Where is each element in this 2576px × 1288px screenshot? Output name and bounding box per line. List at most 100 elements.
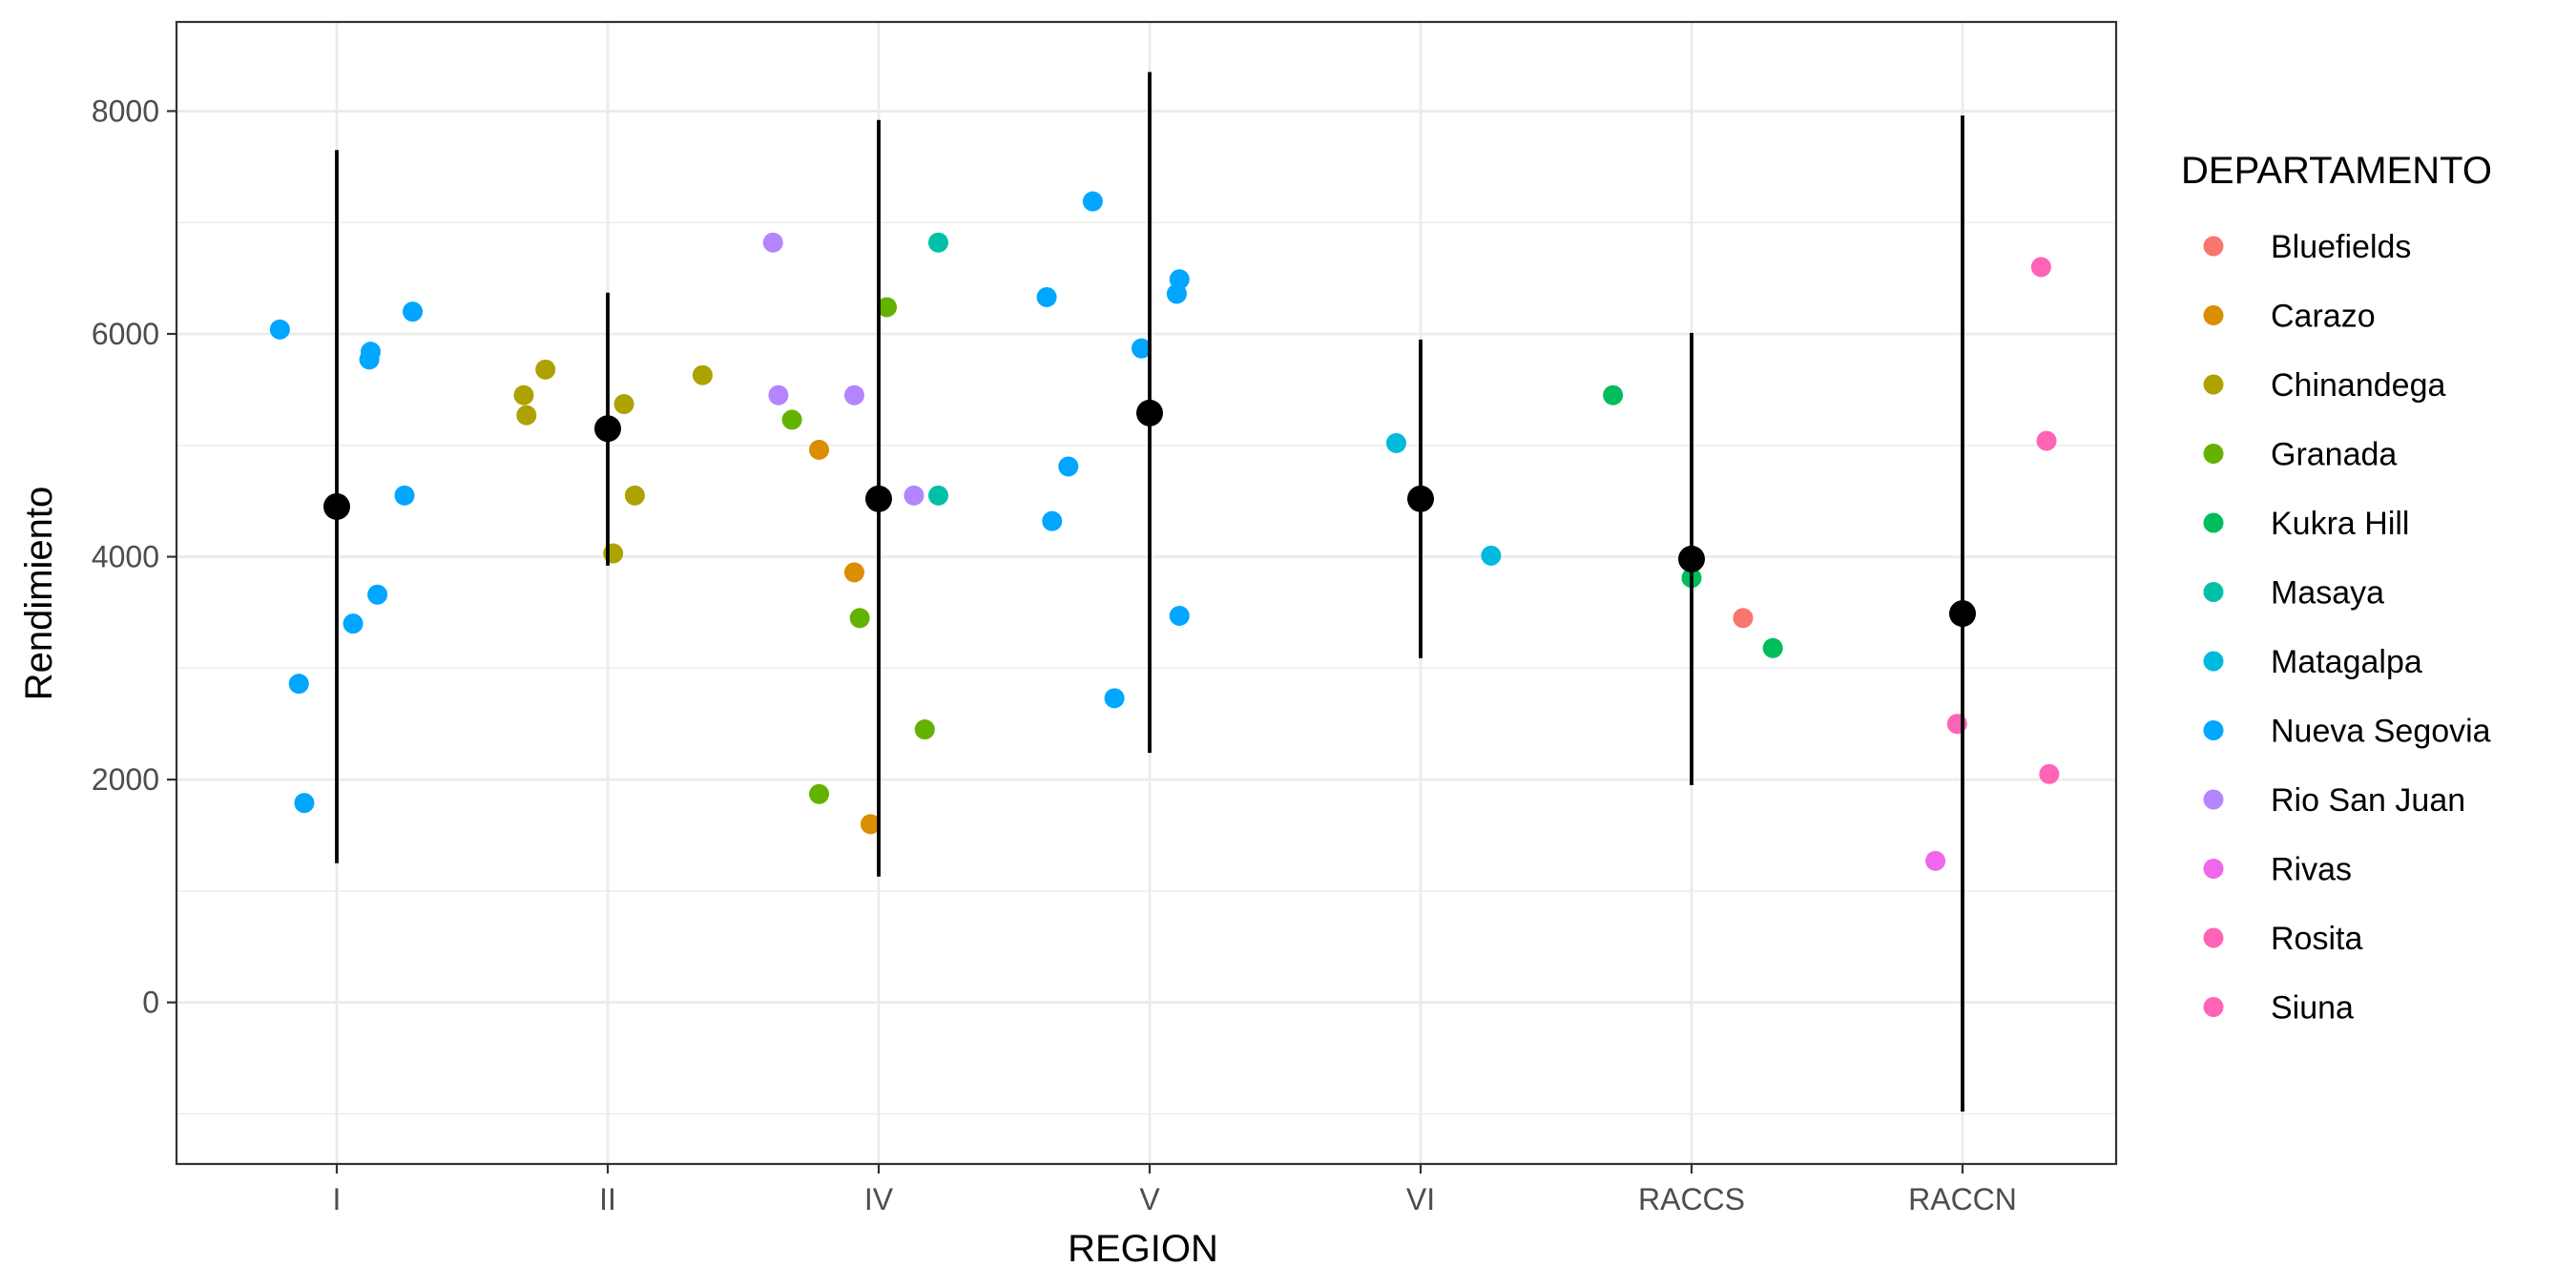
x-tick-label: VI <box>1406 1182 1435 1216</box>
data-point <box>762 232 783 253</box>
plot-panel <box>177 22 2116 1164</box>
data-point <box>367 584 388 605</box>
mean-point <box>865 485 892 512</box>
data-point <box>692 364 713 385</box>
data-point <box>1481 545 1502 566</box>
data-point <box>394 485 415 506</box>
y-axis: 0 2000 4000 6000 8000 <box>92 93 177 1020</box>
summary-layer <box>323 72 1976 1112</box>
legend-items: Bluefields Carazo Chinandega Granada Kukra H… <box>2203 229 2491 1027</box>
data-point <box>535 359 556 380</box>
data-point <box>1169 605 1190 626</box>
legend-label: Carazo <box>2271 299 2376 335</box>
data-point <box>849 608 870 629</box>
legend-key <box>2203 305 2224 325</box>
y-tick-label: 0 <box>142 986 159 1020</box>
data-point <box>2039 763 2060 784</box>
data-point <box>1733 608 1754 629</box>
y-tick-label: 4000 <box>92 540 159 574</box>
data-point <box>1762 637 1783 658</box>
data-point <box>513 384 534 405</box>
mean-point <box>323 492 350 520</box>
legend-label: Nueva Segovia <box>2271 714 2491 750</box>
legend-key <box>2203 997 2224 1017</box>
x-tick-label: I <box>333 1182 342 1216</box>
data-point <box>927 485 948 506</box>
data-point <box>1385 432 1406 453</box>
data-point <box>843 384 864 405</box>
mean-point <box>1136 399 1163 426</box>
x-tick-label: V <box>1139 1182 1160 1216</box>
legend-label: Chinandega <box>2271 367 2445 404</box>
data-point <box>809 783 830 804</box>
legend-title: DEPARTAMENTO <box>2181 150 2492 192</box>
mean-point <box>1678 545 1705 572</box>
data-point <box>288 674 309 695</box>
data-point <box>613 394 634 415</box>
y-tick-label: 8000 <box>92 93 159 128</box>
data-point <box>1131 338 1152 359</box>
data-point <box>860 814 881 835</box>
legend-label: Matagalpa <box>2271 644 2422 680</box>
y-axis-title: Rendimiento <box>18 487 60 701</box>
data-point <box>809 439 830 460</box>
data-point <box>343 613 364 634</box>
legend-key <box>2203 444 2224 464</box>
data-point <box>516 405 537 426</box>
data-point <box>1042 510 1063 531</box>
data-point <box>1925 850 1946 871</box>
legend-key <box>2203 512 2224 533</box>
data-points <box>269 191 2060 871</box>
legend-label: Rio San Juan <box>2271 782 2465 819</box>
data-point <box>294 793 315 814</box>
data-point <box>624 485 645 506</box>
data-point <box>2036 430 2057 451</box>
legend-label: Rosita <box>2271 921 2362 957</box>
panel-border <box>175 20 2118 1166</box>
legend-label: Masaya <box>2271 575 2384 612</box>
legend-key <box>2203 582 2224 602</box>
legend-label: Granada <box>2271 437 2397 473</box>
x-tick-label: RACCS <box>1638 1182 1745 1216</box>
data-point <box>361 342 381 363</box>
x-axis-title: REGION <box>1068 1228 1218 1270</box>
legend-label: Rivas <box>2271 852 2352 888</box>
y-tick-label: 2000 <box>92 762 159 797</box>
legend-key <box>2203 236 2224 257</box>
legend-key <box>2203 374 2224 395</box>
legend-label: Kukra Hill <box>2271 506 2409 542</box>
data-point <box>269 319 290 340</box>
data-point <box>904 485 924 506</box>
data-point <box>2030 257 2051 278</box>
data-point <box>843 562 864 583</box>
data-point <box>877 297 898 318</box>
legend: DEPARTAMENTO Bluefields Carazo Chinandega G… <box>2181 150 2492 1027</box>
x-tick-label: IV <box>864 1182 894 1216</box>
x-axis: I II IV V VI RACCS RACCN <box>333 1164 2017 1216</box>
mean-point <box>1949 600 1976 628</box>
mean-point <box>1407 485 1434 512</box>
data-point <box>768 384 789 405</box>
data-point <box>1036 286 1057 307</box>
legend-label: Bluefields <box>2271 229 2411 265</box>
panel-background <box>177 22 2116 1164</box>
data-point <box>1058 456 1079 477</box>
data-point <box>1104 688 1125 709</box>
legend-label: Siuna <box>2271 990 2354 1027</box>
legend-key <box>2203 859 2224 879</box>
x-tick-label: II <box>599 1182 616 1216</box>
data-point <box>927 232 948 253</box>
data-point <box>781 409 802 430</box>
data-point <box>1082 191 1103 212</box>
legend-key <box>2203 927 2224 948</box>
mean-point <box>594 415 621 443</box>
legend-key <box>2203 651 2224 672</box>
legend-key <box>2203 720 2224 740</box>
data-point <box>1169 269 1190 290</box>
legend-key <box>2203 789 2224 810</box>
data-point <box>914 719 935 740</box>
x-tick-label: RACCN <box>1908 1182 2017 1216</box>
data-point <box>1603 384 1624 405</box>
data-point <box>403 301 424 322</box>
